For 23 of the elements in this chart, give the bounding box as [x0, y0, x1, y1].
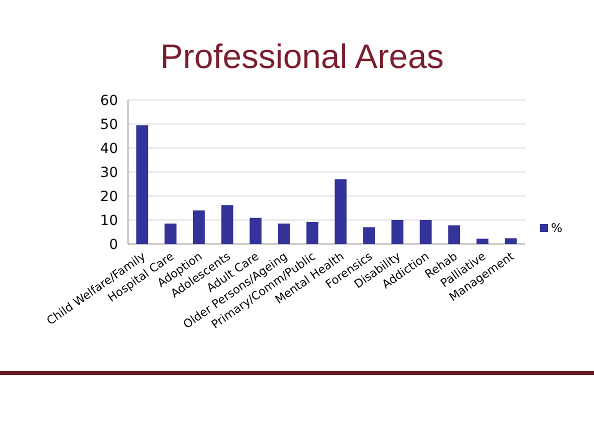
bar	[363, 227, 375, 244]
y-tick-label: 30	[100, 164, 118, 181]
y-tick-label: 40	[100, 140, 118, 157]
bar	[136, 125, 148, 244]
chart-title: Professional Areas	[160, 38, 444, 76]
legend-label: %	[551, 221, 562, 235]
bar	[391, 220, 404, 244]
y-tick-label: 20	[100, 188, 118, 205]
bar	[192, 210, 205, 244]
bar	[334, 179, 347, 244]
y-tick-label: 10	[100, 212, 118, 229]
y-tick-label: 50	[100, 116, 118, 133]
y-tick-label: 0	[109, 236, 118, 253]
bar	[164, 224, 176, 244]
bar	[250, 218, 262, 244]
bar	[278, 224, 290, 244]
bar	[448, 225, 460, 244]
y-tick-label: 60	[100, 92, 118, 109]
bar	[420, 220, 432, 244]
bar	[504, 238, 517, 244]
bar	[476, 238, 488, 244]
bar	[221, 205, 234, 244]
bar	[306, 222, 318, 244]
